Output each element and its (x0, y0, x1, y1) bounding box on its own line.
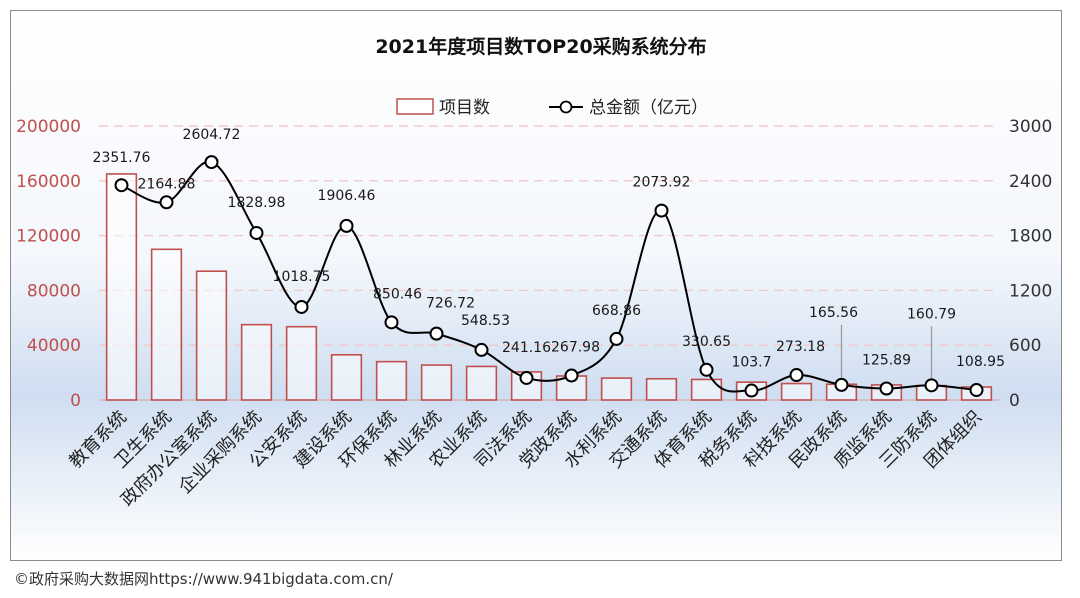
amount-point (249, 225, 264, 240)
plot-background (11, 11, 1061, 560)
left-axis-tick-label: 40000 (27, 336, 81, 356)
amount-point (114, 178, 129, 193)
amount-point (744, 383, 759, 398)
amount-data-label: 2604.72 (183, 127, 241, 143)
bar (105, 173, 138, 401)
chart-svg: 2021年度项目数TOP20采购系统分布 0 40000 80000 120000 16… (11, 11, 1061, 560)
amount-point (429, 326, 444, 341)
amount-point (519, 370, 534, 385)
footer-source: ©政府采购大数据网https://www.941bigdata.com.cn/ (14, 570, 393, 588)
amount-data-label: 2164.88 (138, 176, 196, 192)
amount-point (834, 377, 849, 392)
left-axis-tick-label: 160000 (16, 172, 81, 192)
amount-data-label: 108.95 (956, 354, 1005, 370)
legend-bar-label: 项目数 (439, 98, 490, 118)
right-axis-tick-label: 2400 (1009, 172, 1052, 192)
amount-point (609, 331, 624, 346)
amount-point (924, 378, 939, 393)
left-axis-tick-label: 200000 (16, 117, 81, 137)
amount-data-label: 165.56 (809, 305, 858, 321)
amount-point (474, 342, 489, 357)
left-axis-tick-label: 0 (70, 391, 81, 411)
chart-title: 2021年度项目数TOP20采购系统分布 (375, 35, 706, 58)
leader-lines (840, 324, 933, 379)
left-axis: 0 40000 80000 120000 160000 200000 (16, 117, 81, 411)
amount-point (654, 203, 669, 218)
bar (600, 377, 633, 401)
bar (375, 360, 408, 401)
amount-point (789, 368, 804, 383)
legend-line-marker (559, 100, 573, 114)
bar (780, 382, 813, 401)
amount-data-label: 267.98 (551, 340, 600, 356)
amount-point (294, 299, 309, 314)
amount-data-label: 726.72 (426, 296, 475, 312)
right-axis-tick-label: 600 (1009, 336, 1041, 356)
chart-frame: 2021年度项目数TOP20采购系统分布 0 40000 80000 120000 16… (10, 10, 1062, 561)
amount-point (159, 195, 174, 210)
amount-point (564, 368, 579, 383)
amount-data-label: 850.46 (373, 286, 422, 302)
amount-point (339, 218, 354, 233)
left-axis-tick-label: 80000 (27, 281, 81, 301)
amount-data-label: 330.65 (682, 334, 731, 350)
amount-data-label: 1018.75 (273, 269, 331, 285)
bar (690, 378, 723, 401)
left-axis-tick-label: 120000 (16, 227, 81, 247)
bar (645, 377, 678, 401)
amount-data-label: 273.18 (776, 339, 825, 355)
bar (150, 248, 183, 401)
amount-point (969, 383, 984, 398)
amount-point (879, 381, 894, 396)
legend: 项目数 总金额（亿元） (396, 98, 708, 118)
amount-data-label: 1828.98 (228, 195, 286, 211)
right-axis: 0 600 1200 1800 2400 3000 (1009, 117, 1052, 411)
amount-data-label: 1906.46 (318, 188, 376, 204)
bar (285, 325, 318, 401)
amount-data-label: 548.53 (461, 313, 510, 329)
bar (330, 353, 363, 401)
amount-point (699, 362, 714, 377)
amount-data-label: 2073.92 (633, 175, 691, 191)
bar (195, 270, 228, 401)
amount-line (121, 161, 977, 393)
legend-bar-swatch (396, 98, 434, 115)
bar-series (105, 173, 993, 401)
bar (420, 364, 453, 401)
amount-data-label: 125.89 (862, 353, 911, 369)
right-axis-tick-label: 0 (1009, 391, 1020, 411)
amount-data-label: 668.86 (592, 303, 641, 319)
amount-data-label: 241.16 (502, 340, 551, 356)
amount-data-label: 103.7 (731, 355, 771, 371)
bar (465, 365, 498, 401)
right-axis-tick-label: 1200 (1009, 281, 1052, 301)
amount-data-label: 2351.76 (93, 150, 151, 166)
amount-data-label: 160.79 (907, 306, 956, 322)
legend-line-label: 总金额（亿元） (589, 98, 708, 118)
amount-point (384, 315, 399, 330)
right-axis-tick-label: 1800 (1009, 227, 1052, 247)
amount-point (204, 155, 219, 170)
line-series: 2351.76 2164.88 2604.72 1828.98 1018.75 1906.… (93, 127, 1005, 398)
right-axis-tick-label: 3000 (1009, 117, 1052, 137)
bar (240, 323, 273, 401)
